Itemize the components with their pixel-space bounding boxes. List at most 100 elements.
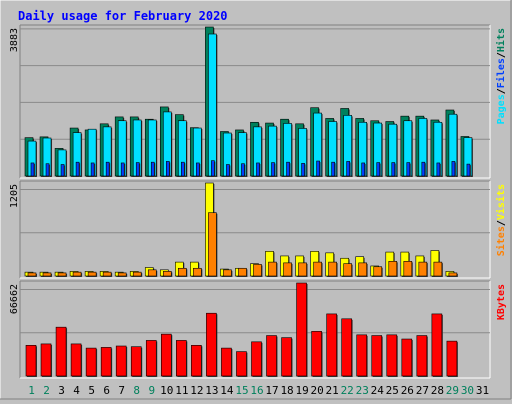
x-tick-label: 20 (311, 384, 324, 397)
x-tick-label: 31 (476, 384, 489, 397)
bar-files (90, 162, 95, 177)
bar-sites (147, 269, 157, 277)
x-tick-label: 27 (416, 384, 429, 397)
bar-sites (42, 272, 52, 277)
x-tick-label: 6 (103, 384, 110, 397)
legend-visitors: Sites/Visits (495, 184, 507, 256)
bar-sites (418, 261, 428, 277)
legend-separator: / (496, 220, 507, 226)
bar-kbytes (145, 340, 157, 377)
ymax-label-visitors: 1205 (9, 184, 20, 208)
bar-sites (373, 266, 383, 277)
bar-kbytes (115, 345, 127, 377)
bar-files (421, 161, 426, 177)
x-tick-label: 14 (220, 384, 234, 397)
bar-kbytes (326, 313, 337, 377)
bar-files (120, 162, 125, 177)
bar-files (346, 161, 350, 177)
x-tick-label: 5 (88, 384, 95, 397)
x-tick-label: 26 (401, 384, 414, 397)
bar-kbytes (266, 335, 277, 377)
bar-kbytes (130, 346, 142, 377)
bar-kbytes (416, 335, 428, 377)
bar-sites (358, 262, 368, 277)
legend-entry-sites: Sites (495, 226, 507, 256)
bar-files (181, 161, 185, 177)
x-tick-label: 29 (446, 384, 459, 397)
bar-files (316, 160, 320, 177)
chart-title: Daily usage for February 2020 (18, 9, 228, 23)
bar-files (196, 162, 200, 177)
bar-kbytes (341, 318, 352, 377)
bar-files (271, 162, 275, 177)
bar-sites (253, 264, 262, 277)
bar-kbytes (356, 334, 368, 377)
bar-pages (208, 33, 217, 177)
x-tick-label: 17 (265, 384, 278, 397)
x-tick-label: 25 (386, 384, 399, 397)
bar-files (286, 161, 290, 177)
bar-sites (223, 269, 232, 277)
bar-files (60, 164, 65, 177)
bar-sites (102, 271, 112, 277)
legend-entry-visits: Visits (495, 184, 507, 220)
x-tick-label: 4 (73, 384, 80, 397)
bar-kbytes (446, 340, 458, 377)
bar-files (45, 163, 50, 177)
legend-entry-kbytes: KBytes (496, 284, 507, 320)
bar-kbytes (160, 333, 172, 377)
x-tick-label: 10 (160, 384, 173, 397)
bar-files (226, 164, 230, 177)
legend-entry-pages: Pages (496, 94, 507, 124)
bar-kbytes (236, 351, 247, 377)
x-tick-label: 13 (205, 384, 218, 397)
bar-files (406, 162, 411, 177)
bar-sites (313, 261, 322, 277)
bar-files (436, 162, 441, 177)
bar-kbytes (311, 331, 322, 377)
x-tick-label: 3 (58, 384, 65, 397)
x-tick-label: 11 (175, 384, 188, 397)
bar-sites (238, 267, 247, 277)
bar-files (165, 161, 170, 177)
legend-entry-hits: Hits (495, 28, 507, 52)
bar-kbytes (70, 343, 82, 377)
bar-kbytes (176, 340, 187, 377)
bar-files (361, 162, 366, 177)
bar-sites (343, 263, 352, 277)
bar-sites (117, 272, 127, 277)
x-tick-label: 24 (371, 384, 385, 397)
bar-kbytes (281, 337, 292, 377)
bar-files (376, 162, 381, 177)
x-tick-label: 16 (250, 384, 263, 397)
bar-files (331, 161, 335, 177)
bar-sites (283, 262, 292, 277)
x-tick-label: 7 (118, 384, 125, 397)
bar-sites (298, 262, 307, 277)
bar-sites (72, 271, 82, 277)
legend-entry-files: Files (495, 58, 507, 88)
ymax-label-requests: 3883 (9, 28, 20, 52)
bar-kbytes (40, 343, 52, 377)
legend-requests: Pages/Files/Hits (495, 28, 507, 124)
bar-files (466, 163, 471, 177)
bar-sites (162, 271, 172, 277)
bar-sites (57, 272, 67, 277)
bar-kbytes (431, 313, 443, 377)
x-tick-label: 21 (326, 384, 339, 397)
legend-separator: / (496, 88, 507, 94)
bar-kbytes (206, 312, 217, 377)
bar-files (150, 161, 155, 177)
bar-kbytes (55, 326, 67, 377)
bar-files (135, 162, 140, 177)
bar-kbytes (386, 334, 398, 377)
x-tick-label: 22 (341, 384, 354, 397)
bar-kbytes (25, 345, 37, 377)
bar-kbytes (401, 338, 413, 377)
bar-files (75, 161, 80, 177)
bar-sites (27, 272, 37, 277)
bar-files (241, 163, 245, 177)
bar-kbytes (251, 341, 262, 377)
